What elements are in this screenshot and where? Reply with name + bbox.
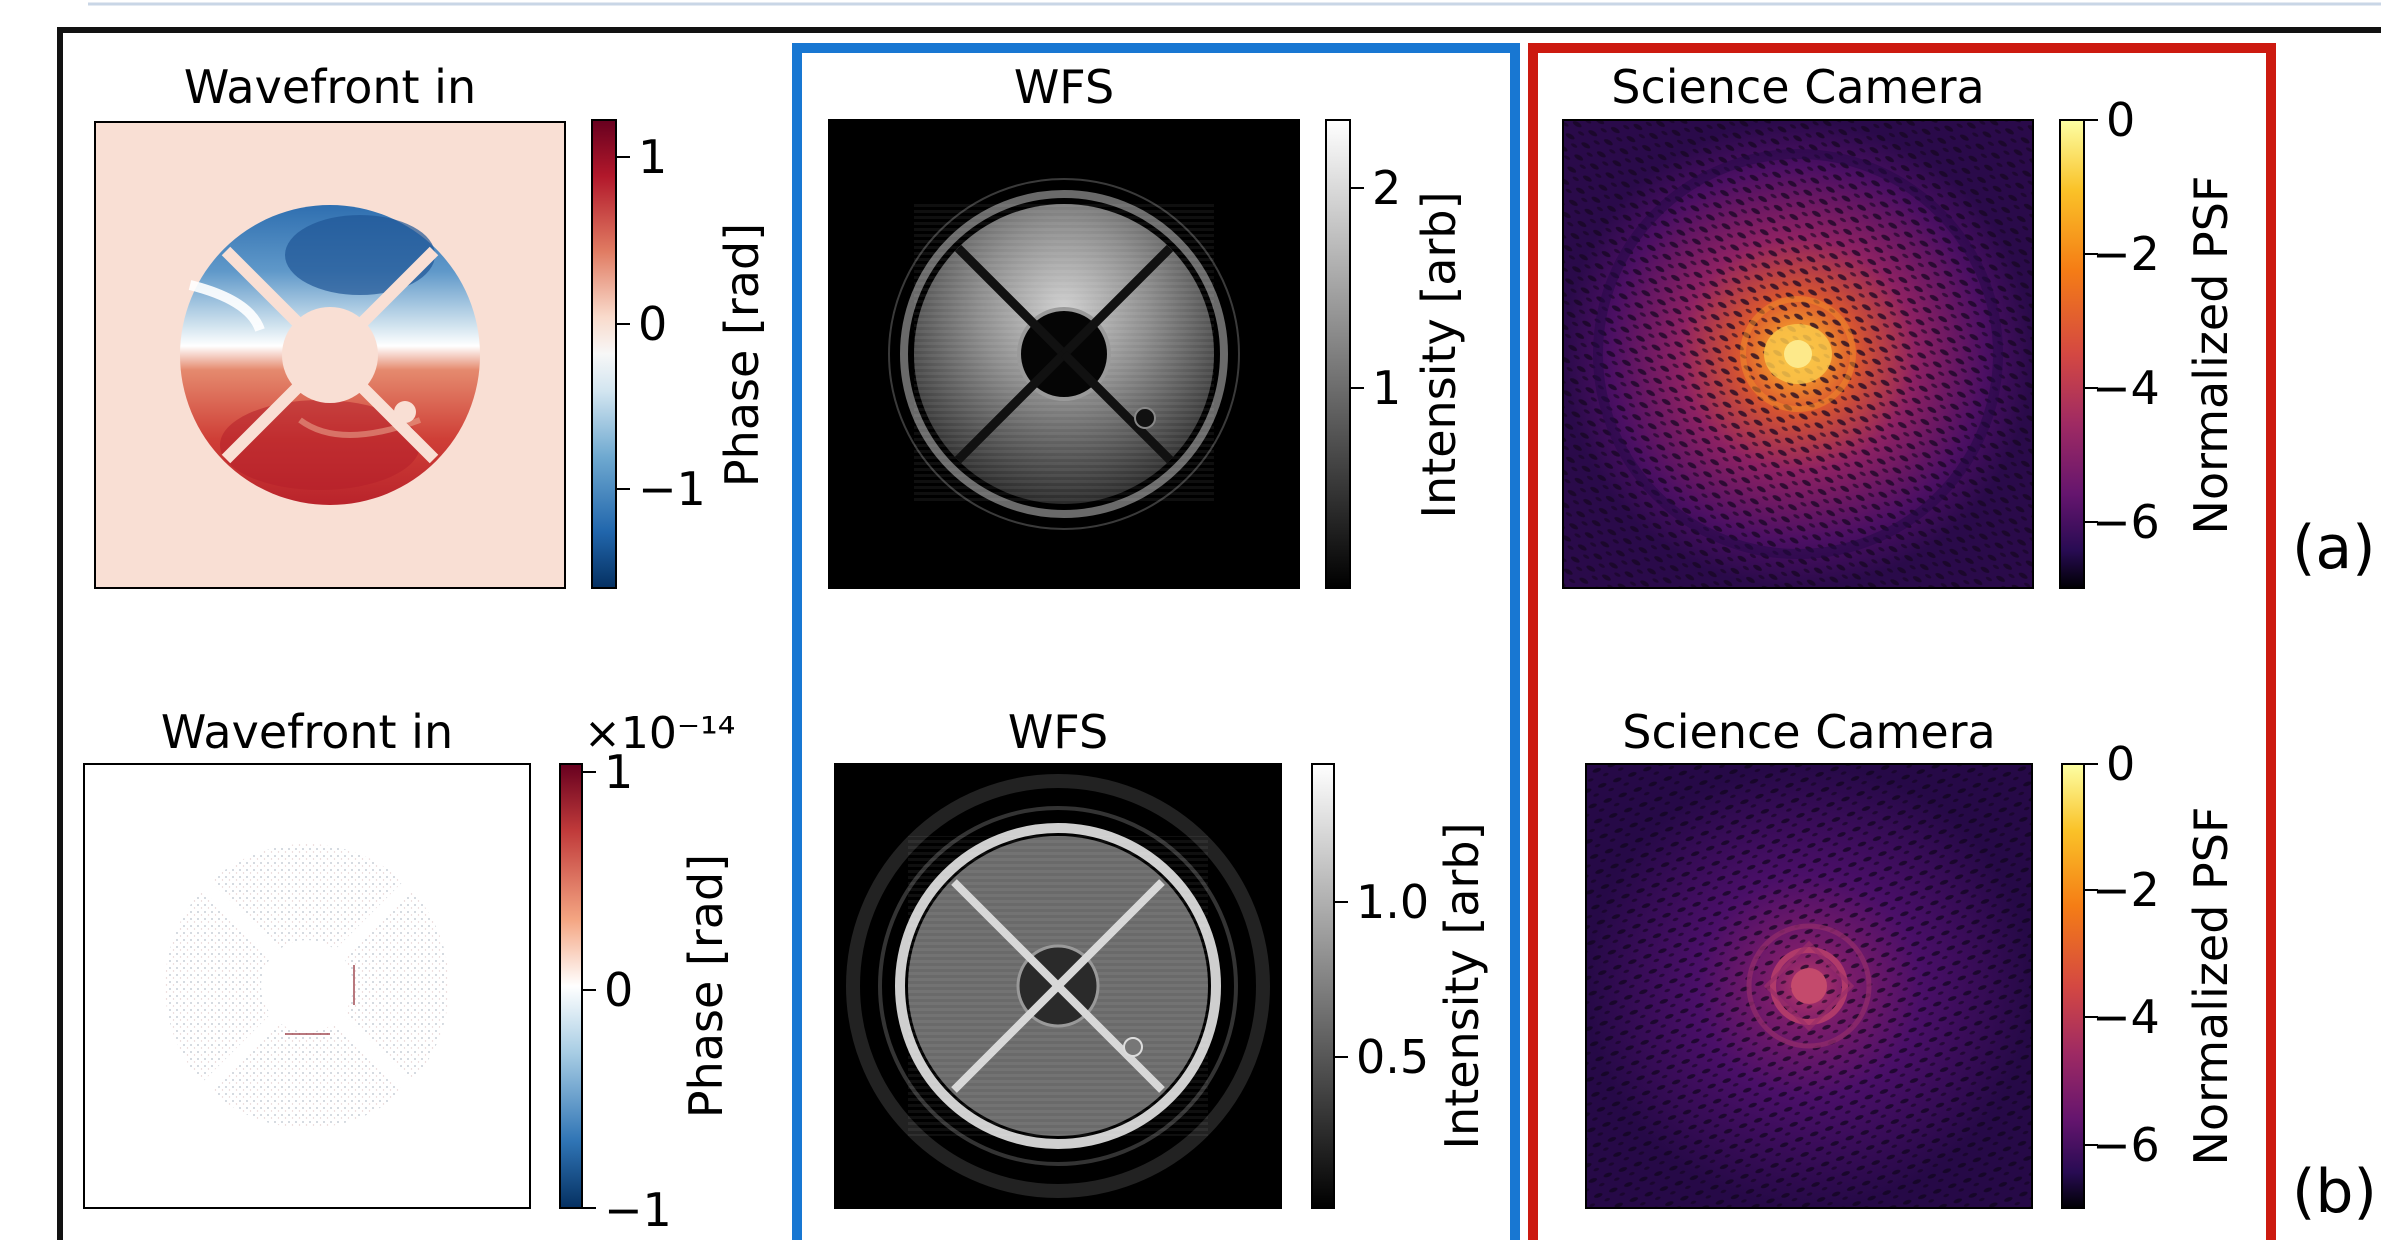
science-tick-a-3: −6	[2092, 495, 2160, 549]
science-image-b	[1586, 764, 2032, 1208]
wavefront-colorbar-b	[559, 763, 583, 1209]
wavefront-tick-a-2: −1	[638, 462, 706, 516]
row-b: Wavefront in 1 0 −1 ×10⁻¹⁴ Phase [rad] W…	[83, 705, 2377, 1237]
wfs-tick-a-1: 1	[1372, 361, 1401, 415]
wfs-colorbar-label-b: Intensity [arb]	[1435, 822, 1489, 1149]
wavefront-tick-b-0: 1	[604, 745, 633, 799]
wfs-colorbar-a	[1325, 119, 1351, 589]
wavefront-image-a	[95, 122, 565, 588]
science-frame-a	[1562, 119, 2034, 589]
science-frame-b	[1585, 763, 2033, 1209]
outer-frame	[57, 27, 2381, 1240]
science-colorbar-label-b: Normalized PSF	[2184, 807, 2238, 1166]
science-tick-a-0: 0	[2106, 93, 2135, 147]
wfs-tick-b-1: 0.5	[1356, 1030, 1429, 1084]
science-tick-b-2: −4	[2092, 990, 2160, 1044]
science-colorbar-a	[2059, 119, 2085, 589]
wavefront-title-a: Wavefront in	[184, 60, 476, 114]
row-a: Wavefront in 1 0 −1 Phase [rad] WFS	[94, 60, 2376, 589]
wfs-frame	[792, 43, 1520, 1240]
wavefront-title-b: Wavefront in	[161, 705, 453, 759]
wavefront-tick-a-1: 0	[638, 297, 667, 351]
wavefront-colorbar-a	[591, 119, 617, 589]
wfs-frame-a	[828, 119, 1300, 589]
wavefront-tick-b-2: −1	[604, 1183, 672, 1237]
wfs-colorbar-b	[1311, 763, 1335, 1209]
panel-label-b: (b)	[2292, 1157, 2377, 1227]
science-colorbar-b	[2061, 763, 2085, 1209]
wavefront-colorbar-label-b: Phase [rad]	[679, 854, 733, 1118]
wavefront-tick-a-0: 1	[638, 130, 667, 184]
wavefront-tick-b-1: 0	[604, 963, 633, 1017]
wfs-title-b: WFS	[1008, 705, 1108, 759]
wavefront-frame-a	[94, 121, 566, 589]
science-tick-b-3: −6	[2092, 1118, 2160, 1172]
wavefront-frame-b	[83, 763, 531, 1209]
wavefront-image-b	[84, 764, 530, 1208]
science-tick-a-2: −4	[2092, 361, 2160, 415]
panel-label-a: (a)	[2292, 513, 2376, 583]
science-tick-a-1: −2	[2092, 227, 2160, 281]
wfs-tick-a-0: 2	[1372, 161, 1401, 215]
wavefront-offset-text-b: ×10⁻¹⁴	[584, 708, 735, 759]
wfs-colorbar-label-a: Intensity [arb]	[1412, 191, 1466, 518]
science-title-a: Science Camera	[1611, 60, 1984, 114]
wfs-title-a: WFS	[1014, 60, 1114, 114]
wfs-image-a	[829, 120, 1299, 588]
wfs-image-b	[835, 764, 1281, 1208]
wavefront-colorbar-label-a: Phase [rad]	[715, 223, 769, 487]
wfs-frame-b	[834, 763, 1282, 1209]
science-image-a	[1563, 120, 2033, 588]
science-tick-b-0: 0	[2106, 737, 2135, 791]
science-colorbar-label-a: Normalized PSF	[2184, 176, 2238, 535]
science-tick-b-1: −2	[2092, 863, 2160, 917]
wfs-tick-b-0: 1.0	[1356, 875, 1429, 929]
science-title-b: Science Camera	[1622, 705, 1995, 759]
science-frame	[1528, 43, 2276, 1240]
